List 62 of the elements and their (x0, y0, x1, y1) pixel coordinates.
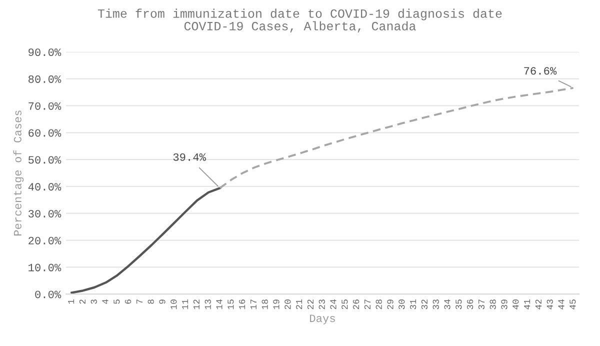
x-tick-label: 35 (456, 300, 462, 310)
y-tick-label: 90.0% (28, 48, 62, 56)
line-series (218, 86, 574, 190)
x-tick-label: 13 (204, 300, 211, 310)
x-tick-label: 22 (307, 300, 314, 310)
x-tick-label: 1 (68, 299, 74, 304)
x-tick-label: 17 (250, 300, 256, 310)
x-tick-label: 3 (90, 300, 97, 304)
y-tick-label: 80.0% (28, 75, 62, 83)
y-axis-title: Percentage of Cases (13, 110, 24, 236)
x-tick-label: 26 (352, 300, 360, 310)
y-tick-label: 60.0% (28, 129, 62, 137)
y-tick-label: 20.0% (28, 236, 62, 244)
x-tick-label: 41 (524, 299, 530, 310)
x-tick-label: 2 (79, 300, 86, 304)
annotation: 39.4% (173, 153, 206, 161)
x-tick-label: 4 (102, 299, 108, 304)
x-tick-label: 10 (170, 300, 177, 310)
x-tick-label: 18 (262, 300, 268, 310)
x-tick-label: 8 (148, 300, 154, 304)
x-tick-label: 25 (342, 300, 348, 310)
x-tick-label: 32 (421, 300, 428, 310)
x-tick-label: 11 (182, 299, 188, 310)
y-tick-label: 30.0% (28, 210, 62, 218)
x-tick-label: 14 (216, 299, 222, 310)
x-tick-label: 19 (273, 300, 280, 310)
x-tick-label: 30 (398, 300, 405, 310)
y-tick-label: 0.0% (35, 290, 62, 298)
x-tick-label: 7 (136, 300, 142, 304)
x-tick-label: 39 (501, 300, 508, 310)
x-tick-label: 15 (228, 300, 234, 310)
x-tick-label: 33 (432, 300, 439, 310)
x-tick-label: 44 (558, 299, 564, 310)
x-tick-label: 43 (546, 300, 553, 310)
annotation: 76.6% (524, 67, 557, 75)
x-tick-label: 27 (364, 300, 370, 310)
y-tick-label: 10.0% (28, 264, 62, 272)
x-tick-label: 12 (193, 300, 200, 310)
x-tick-label: 42 (535, 300, 542, 310)
x-tick-label: 16 (238, 300, 246, 310)
x-tick-label: 36 (466, 300, 474, 310)
x-tick-label: 24 (330, 299, 336, 310)
chart-title: Time from immunization date to COVID-19 diagnosis date COVID-19 Cases, Alberta, Canada (98, 8, 502, 32)
x-tick-label: 9 (159, 300, 166, 304)
y-tick-label: 70.0% (28, 102, 62, 110)
line-series (70, 186, 222, 294)
y-tick-label: 40.0% (28, 183, 62, 191)
x-tick-label: 21 (296, 299, 302, 310)
x-tick-label: 29 (387, 300, 394, 310)
x-tick-label: 45 (570, 300, 576, 310)
x-tick-label: 38 (490, 300, 496, 310)
x-tick-label: 20 (284, 300, 291, 310)
x-tick-label: 37 (478, 300, 485, 310)
y-tick-label: 50.0% (28, 156, 62, 164)
x-tick-label: 23 (318, 300, 325, 310)
x-axis-title: Days (310, 314, 335, 324)
x-tick-label: 40 (512, 300, 519, 310)
x-tick-label: 5 (114, 300, 120, 304)
x-tick-label: 28 (376, 300, 382, 310)
x-tick-label: 31 (410, 299, 416, 310)
x-tick-label: 6 (124, 300, 132, 304)
x-tick-label: 34 (444, 299, 450, 310)
